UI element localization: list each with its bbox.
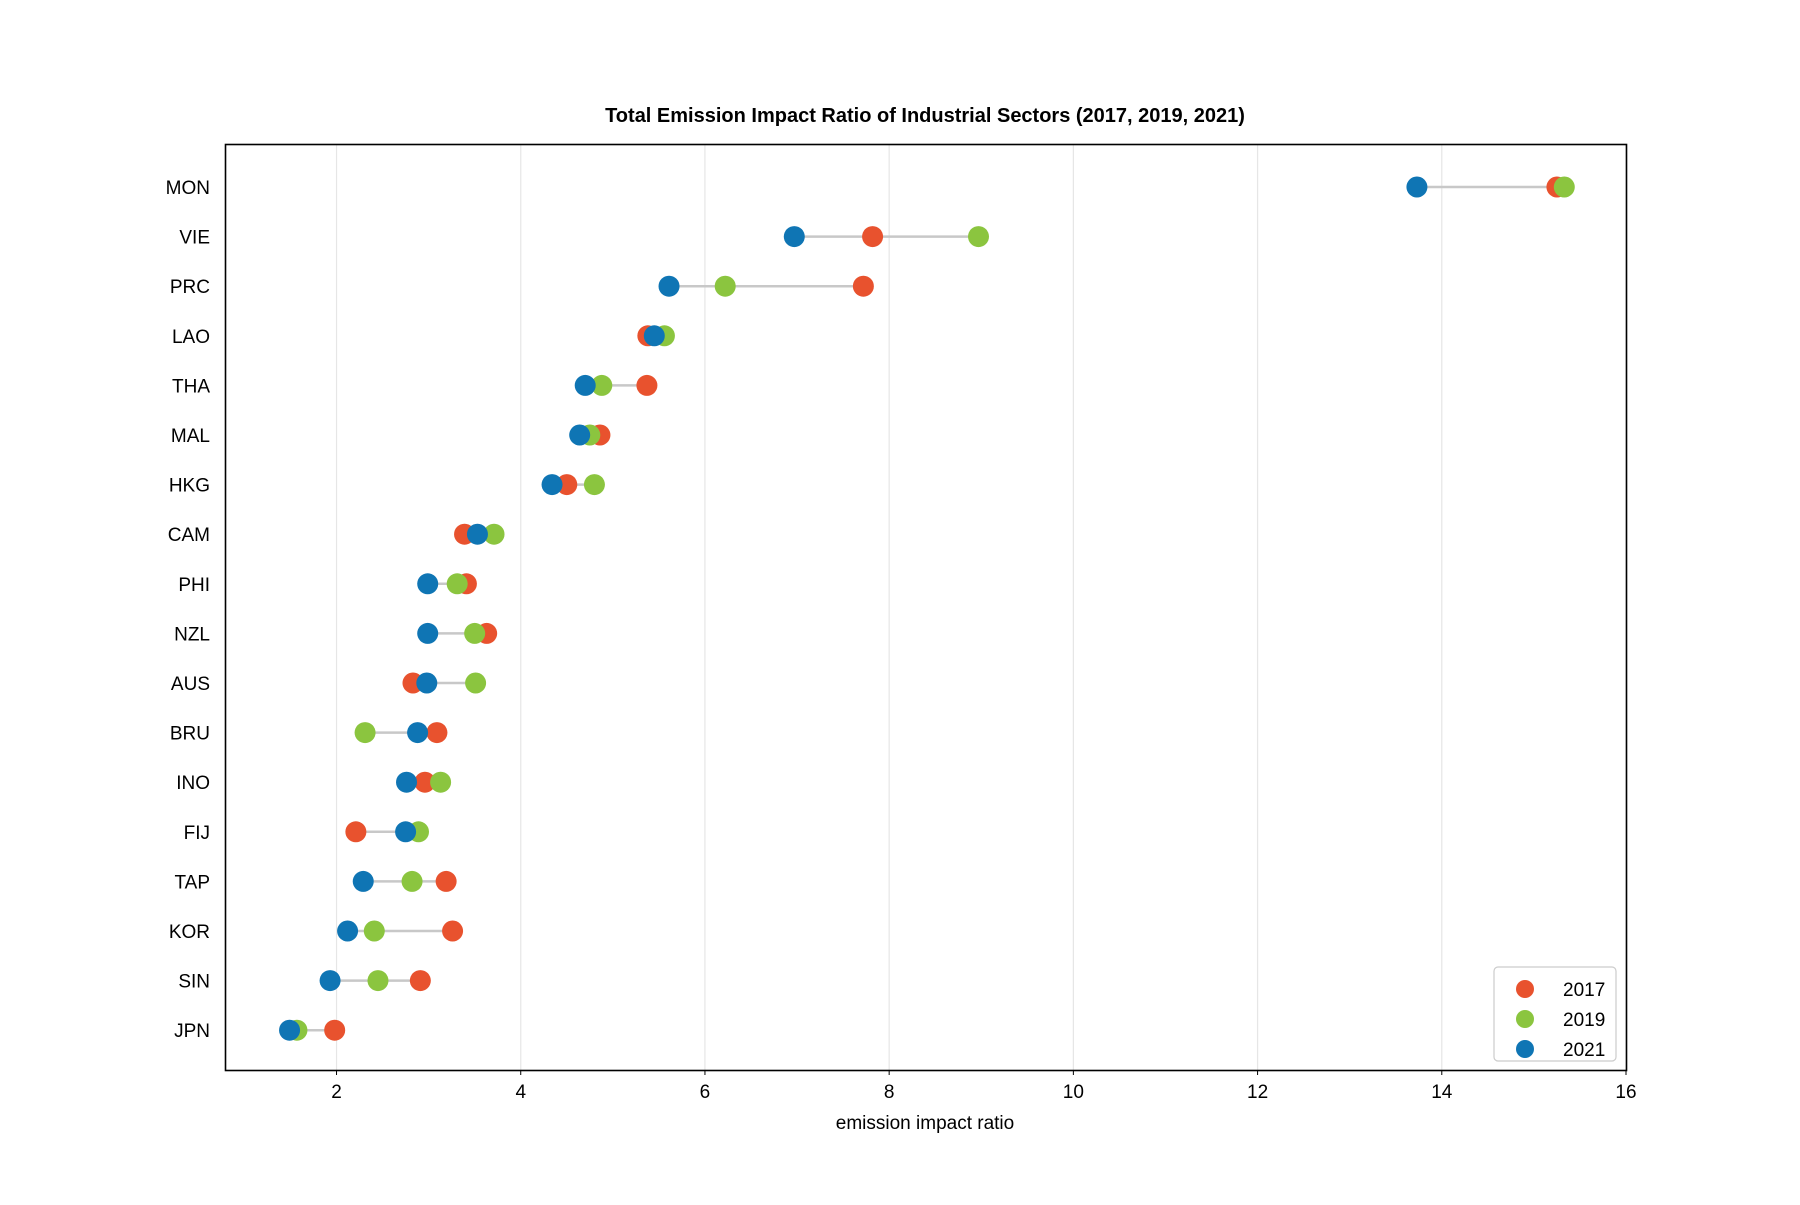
data-point-2019 [401,870,423,892]
category-label: LAO [172,327,210,348]
data-point-2021 [337,920,359,942]
category-label: MAL [171,426,210,447]
data-point-2021 [643,325,665,347]
data-point-2021 [541,474,563,496]
connector-lines [289,185,1565,1032]
x-tick-label: 16 [1615,1082,1636,1103]
data-point-2021 [352,870,374,892]
data-point-2017 [556,474,578,496]
data-point-2021 [1406,176,1428,198]
x-axis-ticks: 2 4 6 8 10 12 14 16 [331,1070,1637,1103]
data-point-2021 [416,672,438,694]
data-point-2019 [446,573,468,595]
category-label: TAP [174,872,210,893]
data-point-2021 [574,374,596,396]
data-point-2021 [279,1019,301,1041]
data-point-2017 [636,374,658,396]
category-label: NZL [174,624,210,645]
legend-label: 2017 [1563,980,1605,1001]
data-point-2021 [395,821,417,843]
data-point-2021 [417,622,439,644]
data-point-2019 [465,672,487,694]
data-point-2017 [345,821,367,843]
data-point-2017 [324,1019,346,1041]
data-point-2017 [852,275,874,297]
category-labels: MON VIE PRC LAO THA MAL HKG CAM PHI NZL AUS BRU INO F… [166,178,211,1042]
category-label: MON [166,178,210,199]
grid-lines [335,145,1627,1070]
data-point-2019 [430,771,452,793]
data-point-2019 [968,226,989,248]
data-point-2019 [367,970,389,992]
data-point-2021 [569,424,591,446]
data-point-2019 [714,275,736,297]
data-point-2019 [354,722,376,744]
category-label: HKG [169,476,210,497]
data-point-2019 [591,374,613,396]
category-label: PHI [178,575,210,596]
x-tick-label: 4 [515,1082,526,1103]
data-point-2021 [417,573,439,595]
legend-label: 2021 [1563,1040,1605,1061]
data-point-2019 [1553,176,1575,198]
category-label: PRC [170,277,210,298]
x-tick-label: 6 [700,1082,711,1103]
category-label: BRU [170,724,210,745]
legend-marker [1516,1010,1534,1028]
x-tick-label: 10 [1063,1082,1084,1103]
category-label: VIE [179,228,210,249]
data-point-2019 [483,523,505,545]
data-point-2021 [407,722,429,744]
category-label: KOR [169,922,210,943]
x-axis-label: emission impact ratio [836,1113,1014,1134]
plot-frame [224,143,1628,1072]
category-label: FIJ [184,823,210,844]
category-label: AUS [171,674,210,695]
legend-marker [1516,980,1534,998]
chart-title: Total Emission Impact Ratio of Industria… [605,105,1245,127]
data-point-2021 [466,523,488,545]
category-label: INO [176,773,210,794]
data-point-2017 [442,920,464,942]
data-point-2019 [464,622,486,644]
legend: 2017 2019 2021 [1493,966,1617,1062]
category-label: SIN [178,972,210,993]
data-point-2021 [319,970,341,992]
data-point-2017 [409,970,431,992]
x-tick-label: 14 [1431,1082,1453,1103]
data-point-2017 [414,771,436,793]
data-point-2017 [435,870,457,892]
legend-marker [1516,1040,1534,1058]
legend-label: 2019 [1563,1010,1605,1031]
data-point-2019 [363,920,385,942]
x-tick-label: 8 [884,1082,895,1103]
data-points [279,176,1575,1041]
data-point-2021 [658,275,680,297]
data-point-2021 [783,226,805,248]
data-point-2017 [426,722,448,744]
data-point-2017 [862,226,884,248]
category-label: CAM [168,525,210,546]
category-label: JPN [174,1021,210,1042]
x-tick-label: 12 [1247,1082,1268,1103]
x-tick-label: 2 [331,1082,342,1103]
data-point-2021 [396,771,418,793]
data-point-2019 [583,474,605,496]
category-label: THA [172,376,210,397]
